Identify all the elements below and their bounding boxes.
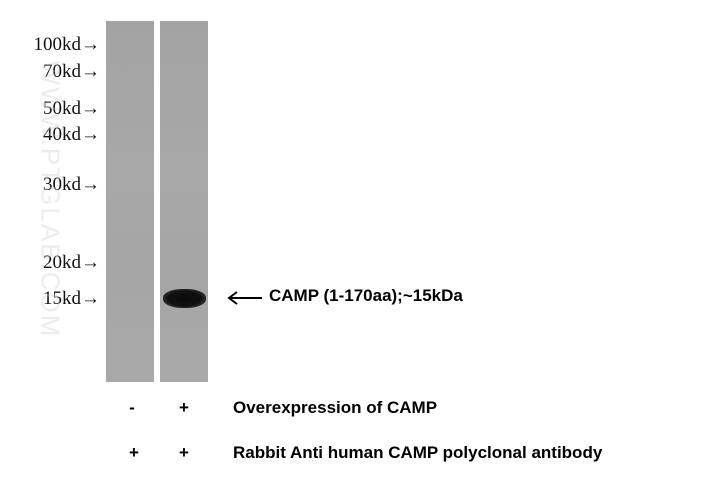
marker-40kd: 40kd→ [43,124,100,145]
condition-2-lane-1-sign: + [129,443,139,462]
marker-20kd: 20kd→ [43,252,100,273]
marker-30kd: 30kd→ [43,174,100,195]
left-arrow-icon [227,291,262,305]
protein-band [163,289,206,308]
condition-1-lane-2-sign: + [179,398,189,417]
condition-2-lane-2-sign: + [179,443,189,462]
condition-2-label: Rabbit Anti human CAMP polyclonal antibo… [233,443,603,462]
condition-1-lane-1-sign: - [129,398,135,417]
marker-15kd: 15kd→ [43,288,100,309]
watermark: WWW.PTGLAB.COM [35,60,66,339]
condition-1-label: Overexpression of CAMP [233,398,438,417]
blot-lane-2 [160,21,208,382]
marker-50kd: 50kd→ [43,98,100,119]
marker-100kd: 100kd→ [33,34,101,55]
blot-lane-1 [106,21,154,382]
marker-70kd: 70kd→ [43,61,100,82]
band-label: CAMP (1-170aa);~15kDa [269,286,463,305]
